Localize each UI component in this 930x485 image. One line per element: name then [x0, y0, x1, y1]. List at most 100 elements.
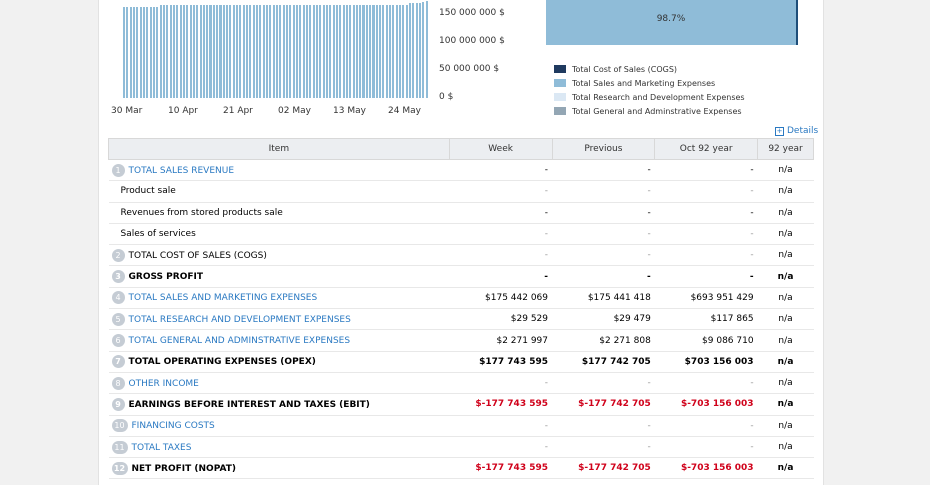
bar: [216, 4, 219, 98]
bar: [312, 4, 315, 98]
row-item: 9 EARNINGS BEFORE INTEREST AND TAXES (EBI…: [108, 393, 450, 416]
bar: [299, 4, 302, 98]
x-tick-label: 02 May: [278, 106, 311, 116]
bar: [139, 6, 142, 98]
row-item[interactable]: 1 TOTAL SALES REVENUE: [108, 159, 450, 182]
y-tick-label: 0 $: [439, 92, 454, 102]
row-item[interactable]: 8 OTHER INCOME: [108, 372, 450, 395]
bar: [222, 4, 225, 98]
chart-area: 150 000 000 $ 100 000 000 $ 50 000 000 $ 0 …: [99, 0, 823, 120]
bar: [425, 1, 428, 98]
bar: [272, 4, 275, 98]
cell-prev: $2 271 808: [552, 329, 655, 352]
row-link-label[interactable]: OTHER INCOME: [128, 378, 199, 389]
header-oct: Oct 92 year: [654, 138, 759, 160]
cell-prev: -: [552, 244, 655, 267]
details-link[interactable]: + Details: [775, 126, 818, 136]
row-number-badge: 5: [111, 312, 125, 326]
bar: [219, 4, 222, 98]
bar: [226, 4, 229, 98]
cell-92-year: n/a: [757, 159, 814, 182]
legend-swatch: [554, 107, 566, 115]
bar: [332, 4, 335, 98]
bar: [385, 4, 388, 98]
cell-92-year: n/a: [757, 329, 814, 352]
bar: [322, 4, 325, 98]
table-row: 2 TOTAL COST OF SALES (COGS) - - - n/a: [108, 244, 814, 267]
pie-legend: Total Cost of Sales (COGS) Total Sales an…: [554, 62, 745, 118]
x-tick-label: 21 Apr: [223, 106, 253, 116]
cell-week: -: [449, 202, 552, 224]
cell-92-year: n/a: [757, 436, 814, 459]
pie-slice-sales-marketing: [546, 0, 796, 45]
table-row: 3 GROSS PROFIT - - - n/a: [108, 265, 814, 288]
cell-92-year: n/a: [757, 265, 814, 288]
bar: [365, 4, 368, 98]
bar: [335, 4, 338, 98]
cell-week: -: [449, 159, 552, 182]
cell-oct: -: [654, 372, 758, 395]
bar: [232, 4, 235, 98]
bar: [192, 4, 195, 98]
row-item[interactable]: 5 TOTAL RESEARCH AND DEVELOPMENT EXPENSES: [108, 308, 450, 331]
bar: [392, 4, 395, 98]
cell-92-year: n/a: [757, 202, 814, 224]
bar: [349, 4, 352, 98]
row-link-label[interactable]: TOTAL TAXES: [131, 442, 192, 453]
bar: [319, 4, 322, 98]
table-row: 8 OTHER INCOME - - - n/a: [108, 372, 814, 395]
bar: [422, 2, 425, 98]
row-item[interactable]: 10 FINANCING COSTS: [108, 415, 450, 437]
bar: [412, 3, 415, 98]
bar: [339, 4, 342, 98]
cell-oct: $703 156 003: [654, 351, 758, 373]
bar: [342, 4, 345, 98]
cell-week: $177 743 595: [449, 351, 552, 373]
bar: [289, 4, 292, 98]
bar: [176, 4, 179, 98]
bar: [206, 4, 209, 98]
row-link-label[interactable]: TOTAL SALES REVENUE: [128, 165, 235, 176]
cell-week: -: [449, 265, 552, 288]
row-item: Product sale: [108, 180, 450, 203]
legend-label: Total Research and Development Expenses: [572, 92, 745, 102]
bar: [136, 6, 139, 98]
row-item: 2 TOTAL COST OF SALES (COGS): [108, 244, 450, 267]
row-item[interactable]: 6 TOTAL GENERAL AND ADMINSTRATIVE EXPENSE…: [108, 329, 450, 352]
bar: [126, 6, 129, 98]
row-link-label[interactable]: TOTAL SALES AND MARKETING EXPENSES: [128, 293, 318, 304]
bar: [229, 4, 232, 98]
bar: [162, 4, 165, 98]
y-tick-label: 50 000 000 $: [439, 64, 500, 74]
row-item[interactable]: 11 TOTAL TAXES: [108, 436, 450, 459]
row-item: Revenues from stored products sale: [108, 202, 450, 224]
bar: [156, 6, 159, 98]
cell-week: $2 271 997: [449, 329, 552, 352]
bar: [285, 4, 289, 98]
cell-prev: -: [552, 223, 655, 246]
row-item[interactable]: 4 TOTAL SALES AND MARKETING EXPENSES: [108, 287, 450, 310]
cell-prev: -: [552, 415, 655, 437]
cell-92-year: n/a: [757, 180, 814, 203]
cell-oct: -: [654, 436, 758, 459]
cell-week: -: [449, 244, 552, 267]
cell-oct: $9 086 710: [654, 329, 758, 352]
row-label: Product sale: [120, 186, 176, 197]
row-number-badge: 6: [111, 334, 125, 348]
bar: [252, 4, 255, 98]
bar: [362, 4, 365, 98]
table-row: 1 TOTAL SALES REVENUE - - - n/a: [108, 159, 814, 182]
cell-92-year: n/a: [757, 415, 814, 437]
bar: [242, 4, 245, 98]
row-number-badge: 11: [111, 440, 128, 454]
bar: [262, 4, 265, 98]
row-link-label[interactable]: TOTAL RESEARCH AND DEVELOPMENT EXPENSES: [128, 314, 351, 325]
cell-week: -: [449, 223, 552, 246]
cell-week: $175 442 069: [449, 287, 552, 310]
cell-92-year: n/a: [757, 308, 814, 331]
bar: [419, 3, 422, 98]
cell-oct: $117 865: [654, 308, 758, 331]
cell-prev: $177 742 705: [552, 351, 655, 373]
row-link-label[interactable]: TOTAL GENERAL AND ADMINSTRATIVE EXPENSES: [128, 336, 351, 347]
row-link-label[interactable]: FINANCING COSTS: [131, 421, 215, 432]
